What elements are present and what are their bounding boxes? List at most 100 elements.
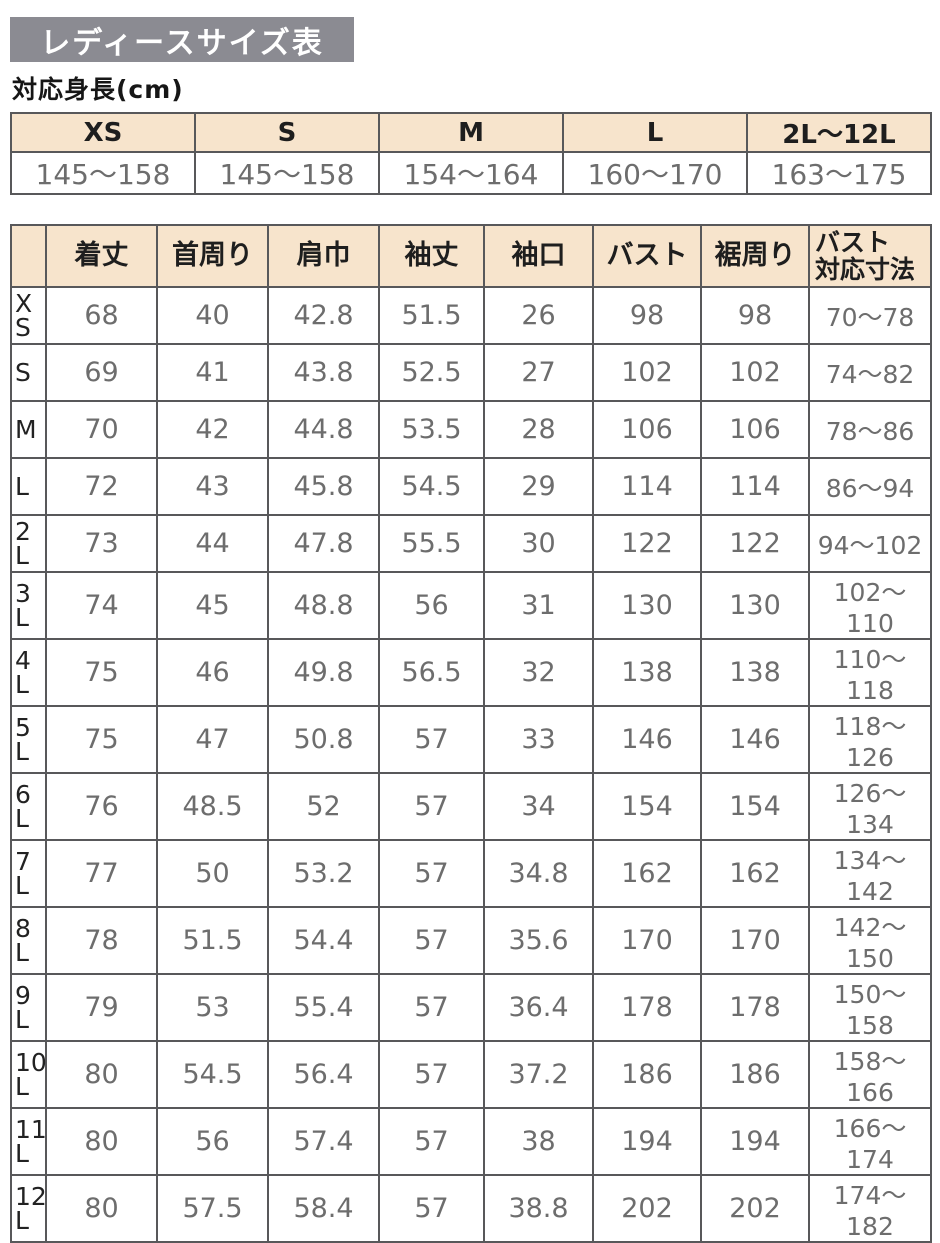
size-cell: 74 xyxy=(45,571,158,640)
size-cell: 52 xyxy=(267,772,380,841)
size-cell: 154 xyxy=(592,772,702,841)
size-cell: 48.8 xyxy=(267,571,380,640)
size-cell: 154 xyxy=(700,772,810,841)
size-cell: 138 xyxy=(592,638,702,707)
size-cell: 69 xyxy=(45,343,158,402)
size-row-label-5L: 5 L xyxy=(10,705,47,774)
size-cell: 47 xyxy=(156,705,269,774)
size-cell: 134〜142 xyxy=(808,839,932,908)
size-cell: 55.4 xyxy=(267,973,380,1042)
height-table-caption: 対応身長(cm) xyxy=(12,75,184,104)
size-col-header-3: 肩巾 xyxy=(267,224,380,288)
height-value-2l-12l: 163〜175 xyxy=(746,151,932,195)
height-col-s: S xyxy=(194,112,380,153)
size-row-label-6L: 6 L xyxy=(10,772,47,841)
size-cell: 78 xyxy=(45,906,158,975)
size-cell: 45 xyxy=(156,571,269,640)
size-cell: 45.8 xyxy=(267,457,380,516)
size-cell: 76 xyxy=(45,772,158,841)
size-row-label-XS: X S xyxy=(10,286,47,345)
size-cell: 70 xyxy=(45,400,158,459)
size-cell: 70〜78 xyxy=(808,286,932,345)
size-row-label-L: L xyxy=(10,457,47,516)
size-cell: 37.2 xyxy=(483,1040,594,1109)
size-cell: 56 xyxy=(156,1107,269,1176)
size-cell: 158〜166 xyxy=(808,1040,932,1109)
size-row-12L: 12 L 80 57.5 58.4 57 38.8 202 202 174〜182 xyxy=(10,1174,932,1243)
size-col-header-6: バスト xyxy=(592,224,702,288)
size-cell: 75 xyxy=(45,705,158,774)
size-cell: 34.8 xyxy=(483,839,594,908)
height-col-xs: XS xyxy=(10,112,196,153)
size-cell: 79 xyxy=(45,973,158,1042)
size-cell: 35.6 xyxy=(483,906,594,975)
size-row-label-8L: 8 L xyxy=(10,906,47,975)
size-cell: 102 xyxy=(700,343,810,402)
size-cell: 54.4 xyxy=(267,906,380,975)
size-cell: 38 xyxy=(483,1107,594,1176)
size-cell: 122 xyxy=(592,514,702,573)
size-row-label-4L: 4 L xyxy=(10,638,47,707)
size-cell: 31 xyxy=(483,571,594,640)
size-cell: 50.8 xyxy=(267,705,380,774)
size-table-corner-cell xyxy=(10,224,47,288)
size-cell: 80 xyxy=(45,1174,158,1243)
height-table-value-row: 145〜158 145〜158 154〜164 160〜170 163〜175 xyxy=(10,151,932,195)
size-row-4L: 4 L 75 46 49.8 56.5 32 138 138 110〜118 xyxy=(10,638,932,707)
size-cell: 80 xyxy=(45,1040,158,1109)
size-cell: 40 xyxy=(156,286,269,345)
size-cell: 77 xyxy=(45,839,158,908)
size-cell: 57 xyxy=(378,705,485,774)
size-col-header-1: 着丈 xyxy=(45,224,158,288)
size-cell: 75 xyxy=(45,638,158,707)
size-cell: 53.2 xyxy=(267,839,380,908)
size-cell: 53 xyxy=(156,973,269,1042)
size-cell: 138 xyxy=(700,638,810,707)
size-cell: 27 xyxy=(483,343,594,402)
size-row-label-2L: 2 L xyxy=(10,514,47,573)
size-row-L: L 72 43 45.8 54.5 29 114 114 86〜94 xyxy=(10,457,932,516)
size-cell: 41 xyxy=(156,343,269,402)
size-cell: 170 xyxy=(700,906,810,975)
size-cell: 57.4 xyxy=(267,1107,380,1176)
size-col-header-7: 裾周り xyxy=(700,224,810,288)
size-cell: 122 xyxy=(700,514,810,573)
size-row-9L: 9 L 79 53 55.4 57 36.4 178 178 150〜158 xyxy=(10,973,932,1042)
size-cell: 170 xyxy=(592,906,702,975)
size-cell: 166〜174 xyxy=(808,1107,932,1176)
size-cell: 32 xyxy=(483,638,594,707)
size-cell: 98 xyxy=(700,286,810,345)
size-row-5L: 5 L 75 47 50.8 57 33 146 146 118〜126 xyxy=(10,705,932,774)
size-table-body: X S 68 40 42.8 51.5 26 98 98 70〜78 S 69 41 43.8 52.5 2… xyxy=(10,286,932,1243)
size-cell: 130 xyxy=(592,571,702,640)
size-cell: 48.5 xyxy=(156,772,269,841)
size-cell: 58.4 xyxy=(267,1174,380,1243)
page-title-bar: レディースサイズ表 xyxy=(10,17,354,62)
size-row-label-11L: 11 L xyxy=(10,1107,47,1176)
size-cell: 30 xyxy=(483,514,594,573)
size-cell: 78〜86 xyxy=(808,400,932,459)
size-cell: 51.5 xyxy=(378,286,485,345)
size-col-header-8: バスト 対応寸法 xyxy=(808,224,932,288)
size-row-XS: X S 68 40 42.8 51.5 26 98 98 70〜78 xyxy=(10,286,932,345)
page-title: レディースサイズ表 xyxy=(40,25,324,61)
size-cell: 57.5 xyxy=(156,1174,269,1243)
size-cell: 44.8 xyxy=(267,400,380,459)
height-table-header-row: XS S M L 2L〜12L xyxy=(10,112,932,153)
size-col-header-2: 首周り xyxy=(156,224,269,288)
size-cell: 44 xyxy=(156,514,269,573)
height-col-m: M xyxy=(378,112,564,153)
size-cell: 118〜126 xyxy=(808,705,932,774)
size-cell: 49.8 xyxy=(267,638,380,707)
height-value-s: 145〜158 xyxy=(194,151,380,195)
size-row-M: M 70 42 44.8 53.5 28 106 106 78〜86 xyxy=(10,400,932,459)
size-cell: 38.8 xyxy=(483,1174,594,1243)
size-cell: 194 xyxy=(700,1107,810,1176)
size-cell: 57 xyxy=(378,1040,485,1109)
size-row-label-10L: 10 L xyxy=(10,1040,47,1109)
size-row-label-7L: 7 L xyxy=(10,839,47,908)
size-cell: 43 xyxy=(156,457,269,516)
size-cell: 52.5 xyxy=(378,343,485,402)
size-cell: 68 xyxy=(45,286,158,345)
size-cell: 106 xyxy=(592,400,702,459)
